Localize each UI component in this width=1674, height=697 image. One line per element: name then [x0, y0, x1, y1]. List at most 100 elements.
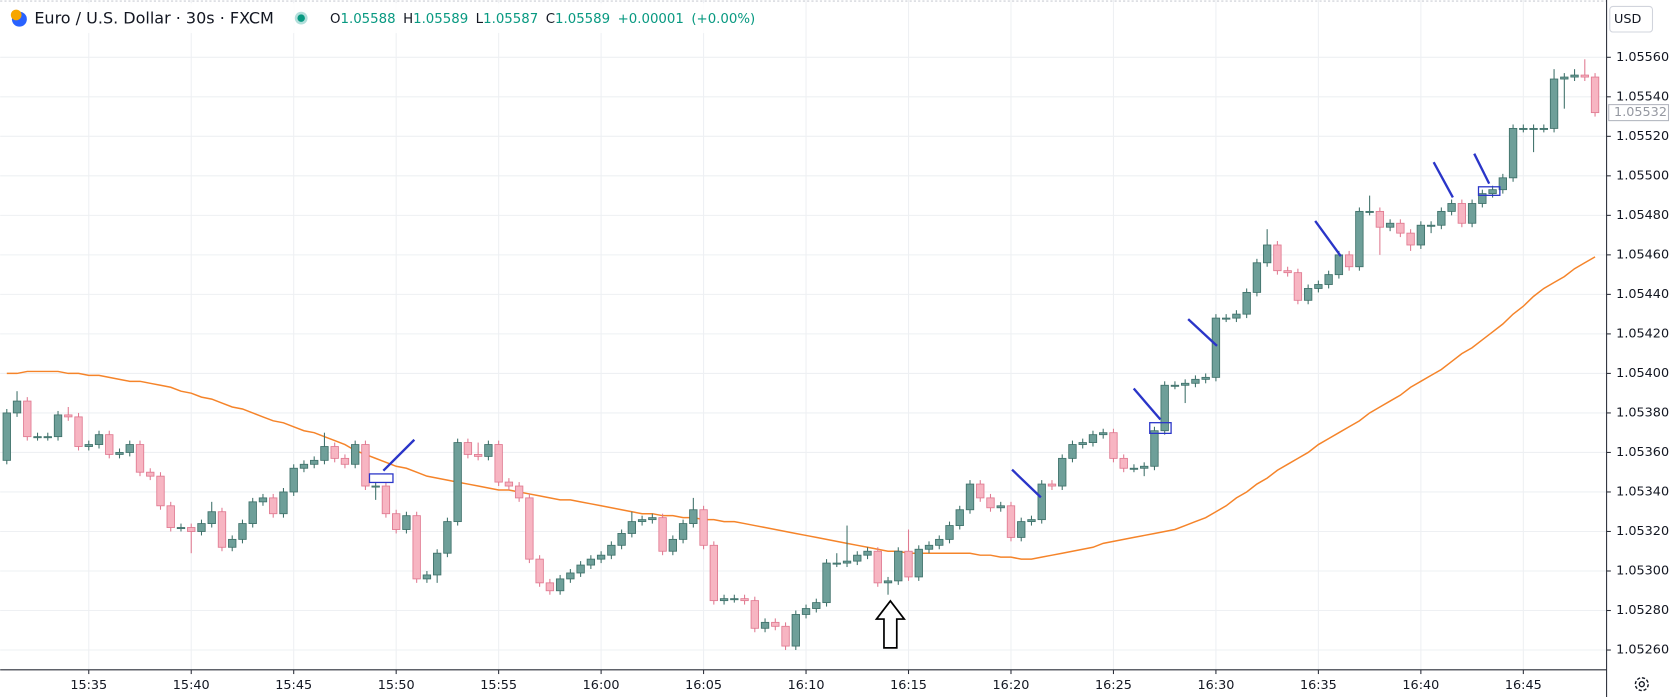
- ohlc-label: C: [546, 12, 555, 27]
- ohlc-readout: O1.05588 H1.05589 L1.05587 C1.05589 +0.0…: [330, 12, 755, 27]
- candle-body: [43, 436, 52, 439]
- ohlc-value: 1.05589: [413, 12, 468, 27]
- x-tick-label: 16:05: [685, 678, 722, 693]
- candle-body: [1519, 127, 1528, 130]
- candle-body: [1590, 76, 1600, 114]
- candle-body: [894, 550, 903, 582]
- candle-body: [187, 527, 196, 532]
- candle-body: [1416, 224, 1426, 246]
- currency-button[interactable]: [1609, 5, 1654, 33]
- candle-body: [617, 533, 626, 546]
- x-tick-label: 15:40: [173, 678, 210, 693]
- candle-body: [1560, 76, 1569, 80]
- candle-body: [74, 416, 83, 447]
- candle-body: [146, 471, 155, 477]
- trend-line: [1314, 220, 1342, 257]
- candle-body: [279, 491, 288, 515]
- trend-line: [1473, 153, 1491, 185]
- candle-body: [1088, 434, 1098, 443]
- candle-body: [299, 463, 309, 469]
- x-tick-label: 16:40: [1402, 678, 1439, 693]
- last-price-label: 1.05532: [1614, 105, 1667, 120]
- candle-body: [863, 550, 872, 556]
- candle-body: [135, 444, 145, 473]
- candle-body: [330, 446, 339, 459]
- y-tick-label: 1.05400: [1616, 366, 1669, 381]
- candle-body: [248, 501, 257, 525]
- y-tick-label: 1.05560: [1616, 50, 1669, 65]
- candle-body: [740, 598, 749, 602]
- ohlc-label: L: [476, 12, 484, 27]
- candle-body: [94, 434, 104, 445]
- candle-body: [1365, 210, 1374, 213]
- arrow-annotation: [874, 599, 906, 649]
- candle-body: [596, 554, 606, 560]
- candle-body: [473, 453, 483, 457]
- marker-box: [368, 473, 394, 484]
- candle-body: [1529, 127, 1538, 130]
- candle-body: [1293, 272, 1303, 301]
- candle-body: [1027, 519, 1036, 523]
- candle-body: [873, 550, 882, 584]
- candle-body: [53, 414, 63, 438]
- candle-body: [514, 485, 524, 499]
- candle-body: [689, 509, 698, 525]
- candle-body: [1344, 254, 1354, 268]
- candle-body: [976, 483, 985, 499]
- y-tick-label: 1.05440: [1616, 287, 1669, 302]
- y-tick-label: 1.05340: [1616, 484, 1669, 499]
- candle-body: [525, 497, 534, 560]
- candle-body: [1324, 274, 1333, 285]
- candle-body: [1150, 430, 1159, 467]
- candle-body: [648, 517, 657, 521]
- candle-body: [822, 562, 831, 604]
- candle-body: [463, 442, 473, 455]
- gear[interactable]: [1638, 681, 1645, 688]
- candle-body: [1303, 288, 1313, 301]
- gear[interactable]: [1634, 677, 1649, 692]
- candle-body: [1201, 376, 1210, 380]
- header-bg: [0, 3, 737, 34]
- candle-body: [1181, 382, 1190, 386]
- candle-body: [1355, 210, 1364, 268]
- candle-body: [310, 459, 319, 465]
- currency[interactable]: USD: [1614, 12, 1641, 27]
- candle-body: [1375, 210, 1385, 228]
- candle-body: [996, 505, 1005, 509]
- candle-body: [1508, 127, 1518, 179]
- x-tick-label: 16:45: [1505, 678, 1542, 693]
- candle-body: [289, 467, 298, 493]
- candle-body: [1334, 254, 1344, 276]
- candle-body: [269, 497, 278, 515]
- trend-line: [1132, 387, 1162, 421]
- candle-body: [935, 538, 944, 546]
- y-tick-label: 1.05360: [1616, 445, 1669, 460]
- candle-body: [1426, 224, 1436, 227]
- candle-body: [340, 457, 350, 465]
- candle-body: [412, 515, 421, 580]
- settings-button[interactable]: [1634, 677, 1649, 692]
- marker-box: [1149, 422, 1172, 434]
- candle-body: [1129, 467, 1139, 470]
- candle-body: [842, 560, 852, 564]
- candle-body: [904, 550, 913, 578]
- candle-body: [494, 444, 503, 483]
- candle-body: [105, 434, 114, 455]
- candle-body: [1017, 521, 1026, 538]
- symbol-title: Euro / U.S. Dollar · 30s · FXCM: [34, 9, 274, 28]
- candle-body: [12, 400, 22, 414]
- candle-body: [23, 400, 32, 438]
- icon: [10, 9, 22, 21]
- candle-body: [607, 544, 616, 556]
- candle-body: [197, 523, 206, 532]
- candle-body: [1078, 442, 1087, 445]
- candle-body: [453, 442, 462, 523]
- trend-line: [382, 438, 416, 472]
- candle-body: [1314, 284, 1323, 289]
- candle-body: [371, 485, 380, 488]
- candle-body: [1119, 457, 1128, 469]
- y-tick-label: 1.05300: [1616, 563, 1669, 578]
- candle-body: [64, 414, 73, 418]
- candle-body: [1160, 384, 1169, 432]
- candle-body: [176, 527, 186, 530]
